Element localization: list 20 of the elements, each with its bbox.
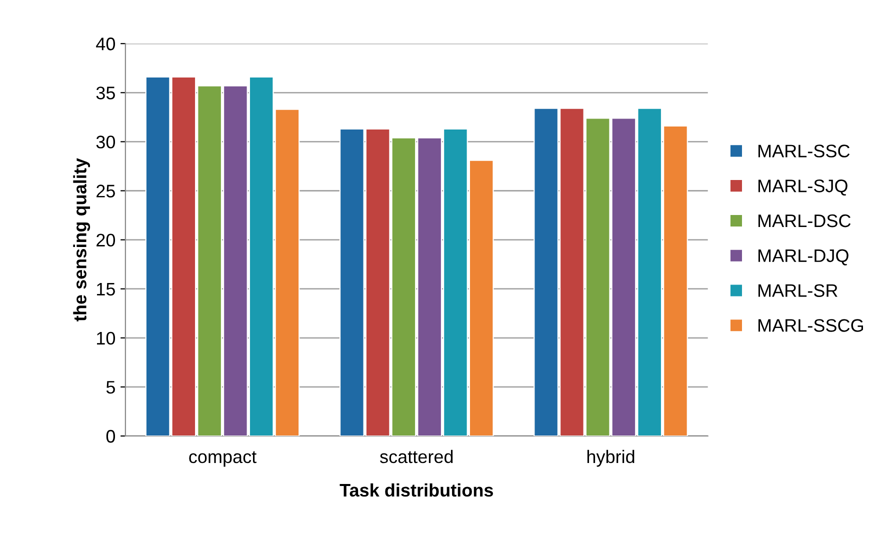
x-tick-label: scattered <box>380 450 453 464</box>
y-tick-label: 40 <box>96 38 116 50</box>
y-tick-label: 25 <box>96 184 115 198</box>
legend-label: MARL-SSCG <box>758 319 863 332</box>
legend-label: MARL-DSC <box>758 214 851 228</box>
y-tick-label: 15 <box>97 282 115 296</box>
y-tick-label: 0 <box>106 430 116 443</box>
y-tick-label: 10 <box>97 332 116 345</box>
legend-label: MARL-SR <box>758 284 838 297</box>
y-axis-title: the sensing quality <box>73 158 90 322</box>
y-tick-label: 35 <box>96 86 115 100</box>
y-tick-label: 5 <box>106 381 115 394</box>
x-axis-title: Task distributions <box>340 483 493 497</box>
y-tick-label: 20 <box>96 234 116 247</box>
x-tick-label: compact <box>189 451 256 467</box>
legend-label: MARL-DJQ <box>758 249 848 266</box>
legend-label: MARL-SJQ <box>758 180 848 196</box>
legend-label: MARL-SSC <box>758 144 850 158</box>
x-tick-label: hybrid <box>587 450 634 467</box>
y-tick-label: 30 <box>96 136 116 148</box>
